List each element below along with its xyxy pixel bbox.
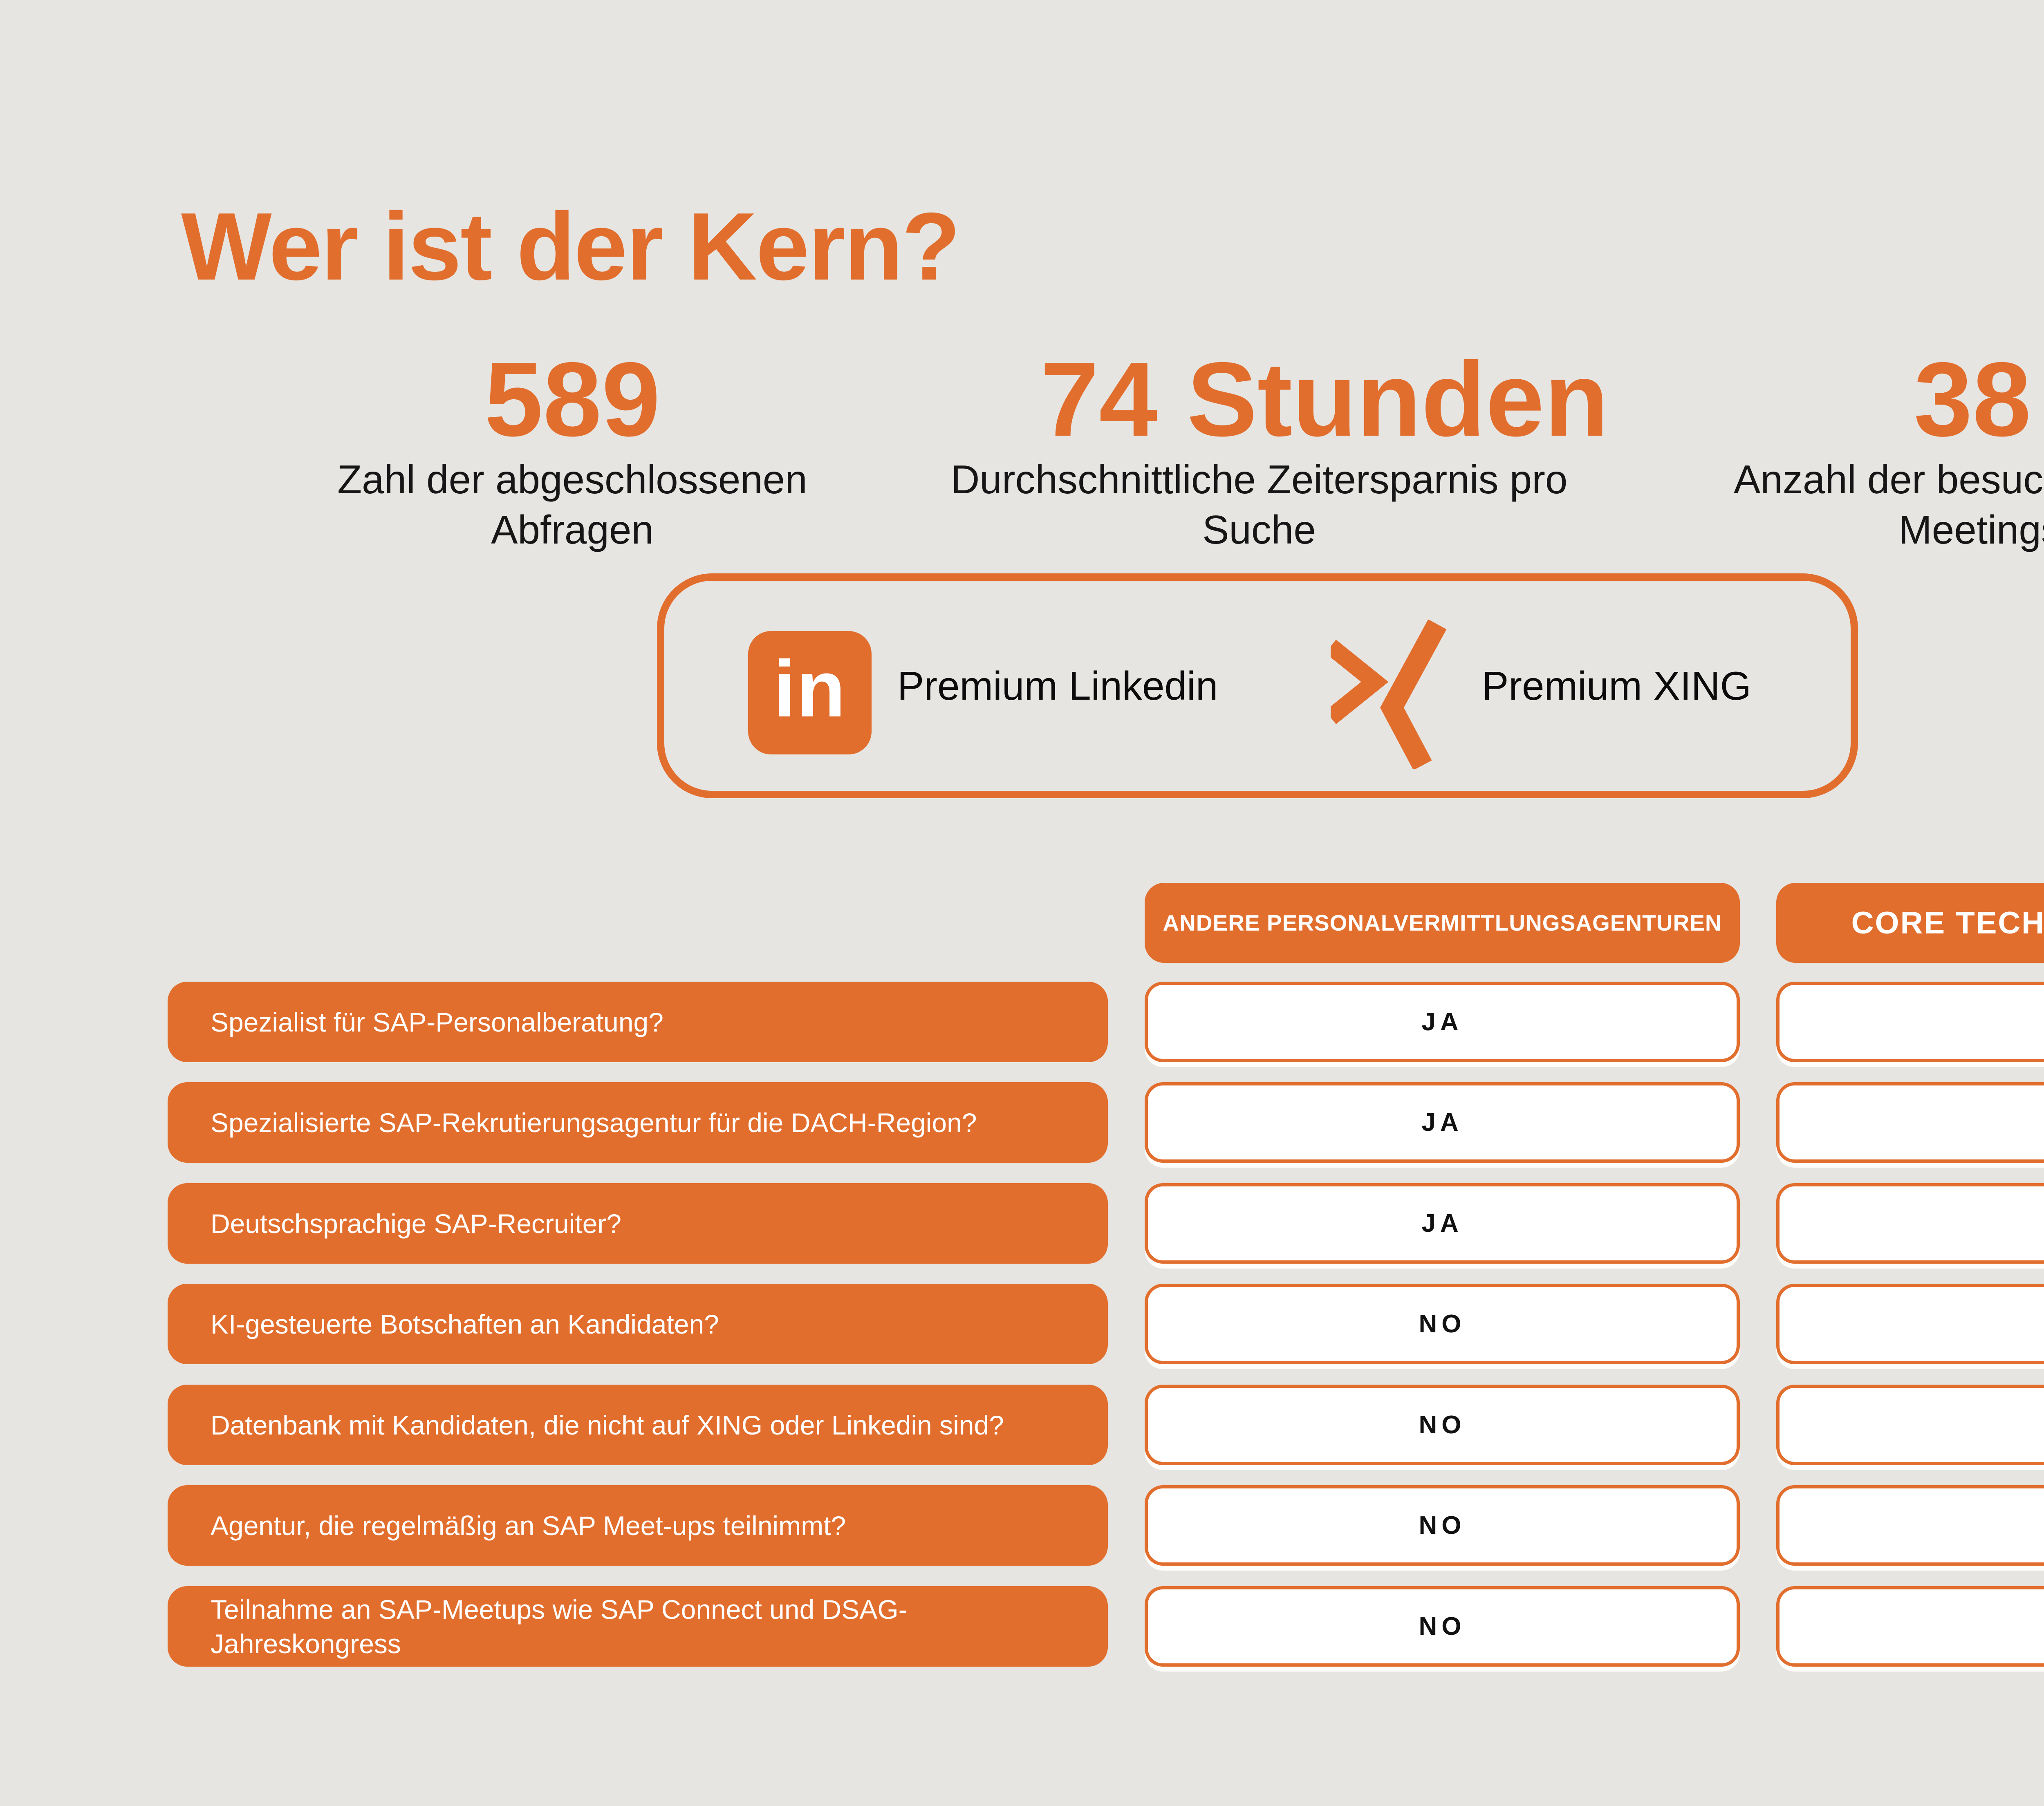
value-text: JA bbox=[1421, 1108, 1463, 1137]
premium-xing-label: Premium XING bbox=[1482, 663, 1751, 708]
question-row: Spezialist für SAP-Personalberatung? bbox=[168, 982, 1108, 1062]
question-row: KI-gesteuerte Botschaften an Kandidaten? bbox=[168, 1284, 1108, 1364]
value-text: JA bbox=[1421, 1008, 1463, 1036]
stat-value-abfragen: 589 bbox=[484, 340, 661, 458]
value-cell-core: JA bbox=[1776, 1485, 2044, 1566]
question-row: Teilnahme an SAP-Meetups wie SAP Connect… bbox=[168, 1586, 1108, 1667]
value-cell-core: JA bbox=[1776, 982, 2044, 1062]
value-cell-others: NO bbox=[1145, 1586, 1740, 1667]
stat-label-zeitersparnis: Durchschnittliche Zeitersparnis pro Such… bbox=[950, 457, 1568, 552]
value-cell-others: NO bbox=[1145, 1385, 1740, 1465]
value-text: NO bbox=[1419, 1411, 1466, 1439]
value-cell-core: JA bbox=[1776, 1183, 2044, 1264]
value-text: NO bbox=[1419, 1511, 1466, 1540]
question-row: Spezialisierte SAP-Rekrutierungsagentur … bbox=[168, 1082, 1108, 1163]
value-text: NO bbox=[1419, 1310, 1466, 1338]
xing-icon bbox=[1331, 620, 1447, 769]
question-row: Datenbank mit Kandidaten, die nicht auf … bbox=[168, 1385, 1108, 1465]
stat-label-meetings: Anzahl der besuchten SAP-Meetings bbox=[1734, 457, 2044, 552]
value-cell-others: JA bbox=[1145, 1183, 1740, 1264]
value-cell-core: JA bbox=[1776, 1586, 2044, 1667]
linkedin-icon: in bbox=[748, 631, 872, 754]
value-cell-core: JA bbox=[1776, 1284, 2044, 1364]
premium-linkedin-label: Premium Linkedin bbox=[897, 663, 1218, 708]
value-cell-others: JA bbox=[1145, 1082, 1740, 1163]
column-header-core-tech: CORE TECH RECRUITMENT bbox=[1776, 883, 2044, 963]
value-text: JA bbox=[1421, 1209, 1463, 1238]
question-row: Deutschsprachige SAP-Recruiter? bbox=[168, 1183, 1108, 1264]
memberships-box: in Premium Linkedin Premium XING bbox=[657, 573, 1858, 798]
value-cell-others: NO bbox=[1145, 1284, 1740, 1364]
page-title: Wer ist der Kern? bbox=[181, 192, 960, 300]
value-cell-others: JA bbox=[1145, 982, 1740, 1062]
value-cell-core: JA bbox=[1776, 1385, 2044, 1465]
stat-value-zeitersparnis: 74 Stunden bbox=[1040, 340, 1609, 458]
stat-value-meetings: 38 bbox=[1914, 340, 2031, 458]
linkedin-icon-glyph: in bbox=[773, 644, 847, 734]
stat-label-abfragen: Zahl der abgeschlossenen Abfragen bbox=[337, 457, 807, 552]
value-cell-core: JA bbox=[1776, 1082, 2044, 1163]
value-cell-others: NO bbox=[1145, 1485, 1740, 1566]
column-header-other-agencies: ANDERE PERSONALVERMITTLUNGSAGENTUREN bbox=[1145, 883, 1740, 963]
value-text: NO bbox=[1419, 1612, 1466, 1640]
question-row: Agentur, die regelmäßig an SAP Meet-ups … bbox=[168, 1485, 1108, 1566]
